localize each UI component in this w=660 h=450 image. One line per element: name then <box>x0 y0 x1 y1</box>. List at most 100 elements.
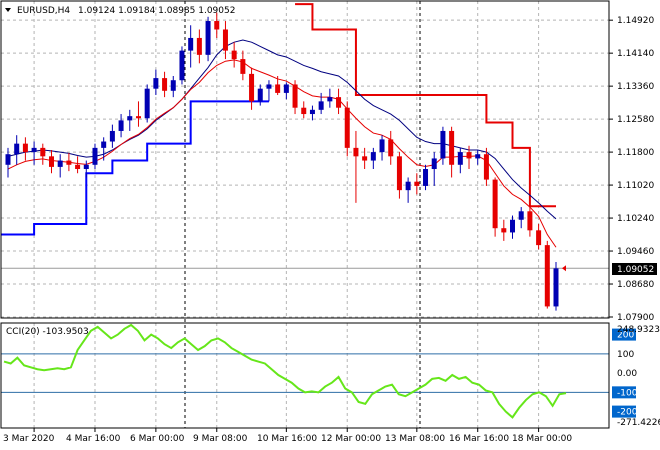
candle[interactable] <box>544 240 550 309</box>
candle[interactable] <box>466 145 472 170</box>
candle[interactable] <box>327 88 333 108</box>
candle[interactable] <box>457 147 463 174</box>
candle-body <box>292 84 298 108</box>
candle[interactable] <box>205 16 211 62</box>
candle-body <box>266 84 272 89</box>
price-marker-icon <box>562 265 566 272</box>
candle[interactable] <box>336 88 342 115</box>
candle[interactable] <box>231 42 237 68</box>
time-tick-label: 16 Mar 16:00 <box>449 434 509 444</box>
candle[interactable] <box>370 147 376 170</box>
candle[interactable] <box>527 207 533 237</box>
candle[interactable] <box>309 105 315 121</box>
candle-body <box>475 154 481 159</box>
candle[interactable] <box>431 152 437 186</box>
candle[interactable] <box>257 84 263 106</box>
candle[interactable] <box>301 101 307 119</box>
candle[interactable] <box>14 135 20 165</box>
candle-body <box>283 84 289 93</box>
price-tick-label: 1.08680 <box>617 280 654 290</box>
candle[interactable] <box>353 130 359 203</box>
candle[interactable] <box>553 262 559 311</box>
candle[interactable] <box>40 143 46 165</box>
candle[interactable] <box>153 69 159 96</box>
candle[interactable] <box>214 12 220 38</box>
candle[interactable] <box>179 46 185 85</box>
candle[interactable] <box>92 143 98 170</box>
candle[interactable] <box>5 147 11 178</box>
cci-level-tag <box>612 386 636 399</box>
symbol-label: EURUSD,H4 <box>17 6 70 16</box>
candle[interactable] <box>240 50 246 81</box>
candle[interactable] <box>449 126 455 178</box>
candle[interactable] <box>275 75 281 96</box>
candle-body <box>205 21 211 55</box>
candle[interactable] <box>31 141 37 165</box>
time-tick-label: 9 Mar 08:00 <box>193 434 248 444</box>
candle-body <box>353 147 359 157</box>
candle[interactable] <box>66 152 72 172</box>
candle[interactable] <box>483 147 489 186</box>
candle[interactable] <box>266 80 272 102</box>
candle-body <box>336 97 342 108</box>
candle[interactable] <box>109 124 115 148</box>
cci-level-tag <box>612 328 636 341</box>
candle-body <box>196 37 202 55</box>
price-tick-label: 1.12580 <box>617 115 654 125</box>
candle[interactable] <box>501 219 507 241</box>
time-tick-label: 4 Mar 16:00 <box>66 434 121 444</box>
candle[interactable] <box>144 84 150 123</box>
candle-body <box>135 116 141 119</box>
candle[interactable] <box>423 164 429 191</box>
candle[interactable] <box>188 25 194 68</box>
candle-body <box>214 21 220 30</box>
candle[interactable] <box>170 75 176 98</box>
collapse-arrow-icon[interactable] <box>5 8 11 12</box>
candle[interactable] <box>292 80 298 115</box>
candle[interactable] <box>510 215 516 239</box>
candle-layer[interactable] <box>5 12 567 311</box>
candle[interactable] <box>405 177 411 203</box>
candle-body <box>14 143 20 155</box>
candle[interactable] <box>344 101 350 157</box>
candle[interactable] <box>249 67 255 110</box>
candle-body <box>527 211 533 231</box>
candle[interactable] <box>362 147 368 170</box>
candle[interactable] <box>75 156 81 174</box>
candle[interactable] <box>118 114 124 138</box>
candle[interactable] <box>196 29 202 64</box>
candle[interactable] <box>414 173 420 195</box>
candle-body <box>179 50 185 81</box>
candle[interactable] <box>127 109 133 131</box>
candle[interactable] <box>440 126 446 165</box>
candle[interactable] <box>162 71 168 98</box>
candle[interactable] <box>518 207 524 229</box>
candle-body <box>31 147 37 153</box>
candle[interactable] <box>83 160 89 178</box>
trailing-stop-support <box>1 100 269 236</box>
candle[interactable] <box>135 101 141 127</box>
candle[interactable] <box>22 137 28 161</box>
candle[interactable] <box>318 92 324 115</box>
candle[interactable] <box>222 21 228 60</box>
candle-body <box>431 158 437 170</box>
candle-body <box>127 116 133 121</box>
candle[interactable] <box>536 223 542 250</box>
candle-body <box>5 154 11 165</box>
candle[interactable] <box>48 149 54 174</box>
candle-body <box>222 29 228 51</box>
candle[interactable] <box>492 177 498 237</box>
candle[interactable] <box>388 130 394 165</box>
candle-body <box>301 107 307 115</box>
candle-body <box>249 73 255 102</box>
candle-body <box>544 245 550 307</box>
candle[interactable] <box>379 135 385 161</box>
candle[interactable] <box>101 137 107 161</box>
candle[interactable] <box>283 82 289 100</box>
candle[interactable] <box>57 154 63 178</box>
candle[interactable] <box>396 152 402 199</box>
candle-body <box>423 169 429 186</box>
candle-body <box>275 84 281 93</box>
candle[interactable] <box>475 149 481 165</box>
